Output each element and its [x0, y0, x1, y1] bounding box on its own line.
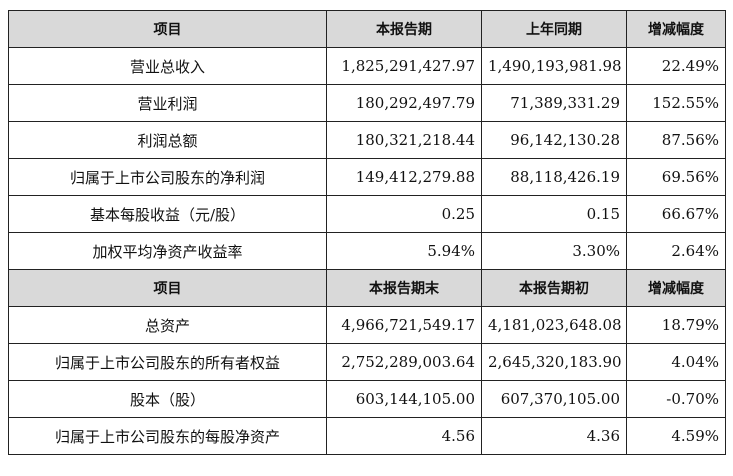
cell-current: 0.25	[326, 195, 482, 233]
table-header-row: 项目 本报告期 上年同期 增减幅度	[8, 10, 726, 48]
row-label: 营业总收入	[8, 47, 327, 85]
header-prior-year: 上年同期	[481, 10, 627, 48]
cell-change: 69.56%	[626, 158, 726, 196]
table-row: 加权平均净资产收益率 5.94% 3.30% 2.64%	[8, 232, 726, 270]
table-row: 利润总额 180,321,218.44 96,142,130.28 87.56%	[8, 121, 726, 159]
row-label: 归属于上市公司股东的每股净资产	[8, 417, 327, 455]
financial-summary-table: 项目 本报告期 上年同期 增减幅度 营业总收入 1,825,291,427.97…	[8, 10, 726, 455]
cell-current: 1,825,291,427.97	[326, 47, 482, 85]
row-label: 基本每股收益（元/股）	[8, 195, 327, 233]
cell-prior: 1,490,193,981.98	[481, 47, 627, 85]
cell-period-end: 4,966,721,549.17	[326, 306, 482, 344]
cell-current: 180,321,218.44	[326, 121, 482, 159]
table-row: 归属于上市公司股东的每股净资产 4.56 4.36 4.59%	[8, 417, 726, 455]
cell-period-end: 603,144,105.00	[326, 380, 482, 418]
header-current-period: 本报告期	[326, 10, 482, 48]
cell-change: 66.67%	[626, 195, 726, 233]
row-label: 营业利润	[8, 84, 327, 122]
cell-current: 180,292,497.79	[326, 84, 482, 122]
cell-period-end: 4.56	[326, 417, 482, 455]
cell-change: 22.49%	[626, 47, 726, 85]
table-row: 营业利润 180,292,497.79 71,389,331.29 152.55…	[8, 84, 726, 122]
table-row: 营业总收入 1,825,291,427.97 1,490,193,981.98 …	[8, 47, 726, 85]
table-header-row: 项目 本报告期末 本报告期初 增减幅度	[8, 269, 726, 307]
cell-period-start: 4.36	[481, 417, 627, 455]
cell-change: -0.70%	[626, 380, 726, 418]
cell-prior: 3.30%	[481, 232, 627, 270]
row-label: 加权平均净资产收益率	[8, 232, 327, 270]
row-label: 总资产	[8, 306, 327, 344]
header-change: 增减幅度	[626, 269, 726, 307]
header-item: 项目	[8, 10, 327, 48]
header-change: 增减幅度	[626, 10, 726, 48]
row-label: 归属于上市公司股东的所有者权益	[8, 343, 327, 381]
cell-prior: 71,389,331.29	[481, 84, 627, 122]
cell-period-start: 607,370,105.00	[481, 380, 627, 418]
cell-period-start: 4,181,023,648.08	[481, 306, 627, 344]
cell-prior: 96,142,130.28	[481, 121, 627, 159]
cell-current: 5.94%	[326, 232, 482, 270]
table-row: 股本（股） 603,144,105.00 607,370,105.00 -0.7…	[8, 380, 726, 418]
header-period-start: 本报告期初	[481, 269, 627, 307]
table-row: 基本每股收益（元/股） 0.25 0.15 66.67%	[8, 195, 726, 233]
cell-change: 4.59%	[626, 417, 726, 455]
cell-change: 87.56%	[626, 121, 726, 159]
cell-prior: 0.15	[481, 195, 627, 233]
cell-change: 18.79%	[626, 306, 726, 344]
cell-period-end: 2,752,289,003.64	[326, 343, 482, 381]
row-label: 利润总额	[8, 121, 327, 159]
cell-prior: 88,118,426.19	[481, 158, 627, 196]
cell-change: 2.64%	[626, 232, 726, 270]
header-item: 项目	[8, 269, 327, 307]
row-label: 归属于上市公司股东的净利润	[8, 158, 327, 196]
cell-change: 152.55%	[626, 84, 726, 122]
row-label: 股本（股）	[8, 380, 327, 418]
table-row: 归属于上市公司股东的所有者权益 2,752,289,003.64 2,645,3…	[8, 343, 726, 381]
cell-period-start: 2,645,320,183.90	[481, 343, 627, 381]
cell-current: 149,412,279.88	[326, 158, 482, 196]
cell-change: 4.04%	[626, 343, 726, 381]
header-period-end: 本报告期末	[326, 269, 482, 307]
table-row: 归属于上市公司股东的净利润 149,412,279.88 88,118,426.…	[8, 158, 726, 196]
table-row: 总资产 4,966,721,549.17 4,181,023,648.08 18…	[8, 306, 726, 344]
